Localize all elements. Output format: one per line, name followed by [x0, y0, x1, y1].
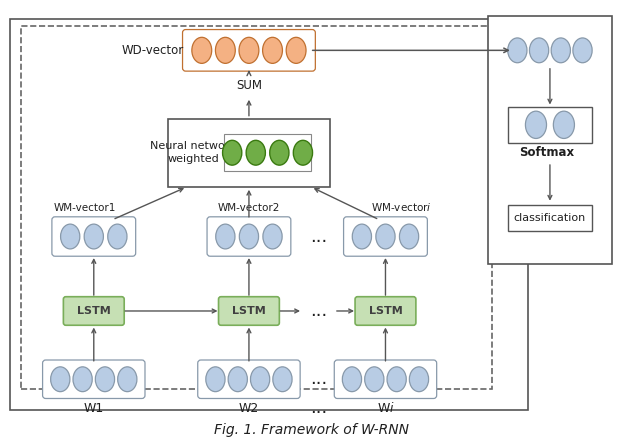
- FancyBboxPatch shape: [52, 217, 136, 256]
- Text: W2: W2: [239, 402, 259, 415]
- Text: SUM: SUM: [236, 79, 262, 92]
- Ellipse shape: [228, 367, 248, 392]
- Text: WD-vector: WD-vector: [122, 44, 184, 57]
- FancyBboxPatch shape: [63, 297, 124, 325]
- FancyBboxPatch shape: [508, 107, 592, 143]
- Text: Neural network
weighted: Neural network weighted: [150, 141, 236, 164]
- Text: ...: ...: [310, 400, 327, 417]
- Ellipse shape: [364, 367, 384, 392]
- Text: W$i$: W$i$: [376, 401, 394, 415]
- Ellipse shape: [263, 224, 282, 249]
- Ellipse shape: [84, 224, 103, 249]
- Text: WM-vector1: WM-vector1: [53, 203, 116, 213]
- Ellipse shape: [399, 224, 419, 249]
- Ellipse shape: [376, 224, 395, 249]
- Ellipse shape: [223, 140, 242, 165]
- Ellipse shape: [352, 224, 371, 249]
- Text: Softmax: Softmax: [519, 146, 574, 159]
- Text: LSTM: LSTM: [369, 306, 402, 316]
- Ellipse shape: [251, 367, 270, 392]
- Text: ...: ...: [310, 228, 327, 245]
- Ellipse shape: [118, 367, 137, 392]
- Text: WM-vector$i$: WM-vector$i$: [371, 201, 431, 213]
- Ellipse shape: [526, 111, 547, 138]
- Ellipse shape: [239, 224, 259, 249]
- Ellipse shape: [206, 367, 225, 392]
- Ellipse shape: [246, 140, 266, 165]
- Ellipse shape: [60, 224, 80, 249]
- Ellipse shape: [95, 367, 114, 392]
- Text: WM-vector2: WM-vector2: [218, 203, 280, 213]
- Ellipse shape: [508, 38, 527, 63]
- Ellipse shape: [286, 37, 306, 63]
- Ellipse shape: [50, 367, 70, 392]
- FancyBboxPatch shape: [207, 217, 291, 256]
- Text: LSTM: LSTM: [77, 306, 111, 316]
- Ellipse shape: [573, 38, 592, 63]
- Ellipse shape: [108, 224, 127, 249]
- FancyBboxPatch shape: [169, 118, 330, 187]
- FancyBboxPatch shape: [334, 360, 437, 399]
- Ellipse shape: [551, 38, 570, 63]
- Text: W1: W1: [84, 402, 104, 415]
- Ellipse shape: [239, 37, 259, 63]
- Text: classification: classification: [514, 213, 586, 223]
- FancyBboxPatch shape: [42, 360, 145, 399]
- Text: ...: ...: [310, 302, 327, 320]
- Ellipse shape: [215, 37, 235, 63]
- Ellipse shape: [387, 367, 406, 392]
- FancyBboxPatch shape: [355, 297, 416, 325]
- FancyBboxPatch shape: [343, 217, 427, 256]
- FancyBboxPatch shape: [182, 30, 315, 71]
- Ellipse shape: [273, 367, 292, 392]
- Ellipse shape: [294, 140, 312, 165]
- Ellipse shape: [73, 367, 92, 392]
- Text: Fig. 1. Framework of W-RNN: Fig. 1. Framework of W-RNN: [213, 423, 409, 437]
- FancyBboxPatch shape: [198, 360, 300, 399]
- FancyBboxPatch shape: [224, 134, 311, 171]
- Text: ...: ...: [310, 370, 327, 388]
- Ellipse shape: [192, 37, 211, 63]
- FancyBboxPatch shape: [508, 205, 592, 231]
- Ellipse shape: [409, 367, 429, 392]
- FancyBboxPatch shape: [10, 19, 528, 410]
- FancyBboxPatch shape: [218, 297, 279, 325]
- Ellipse shape: [262, 37, 282, 63]
- Text: LSTM: LSTM: [232, 306, 266, 316]
- Ellipse shape: [216, 224, 235, 249]
- FancyBboxPatch shape: [488, 16, 612, 264]
- FancyBboxPatch shape: [21, 26, 492, 389]
- Ellipse shape: [342, 367, 361, 392]
- Ellipse shape: [270, 140, 289, 165]
- Ellipse shape: [529, 38, 549, 63]
- Ellipse shape: [554, 111, 575, 138]
